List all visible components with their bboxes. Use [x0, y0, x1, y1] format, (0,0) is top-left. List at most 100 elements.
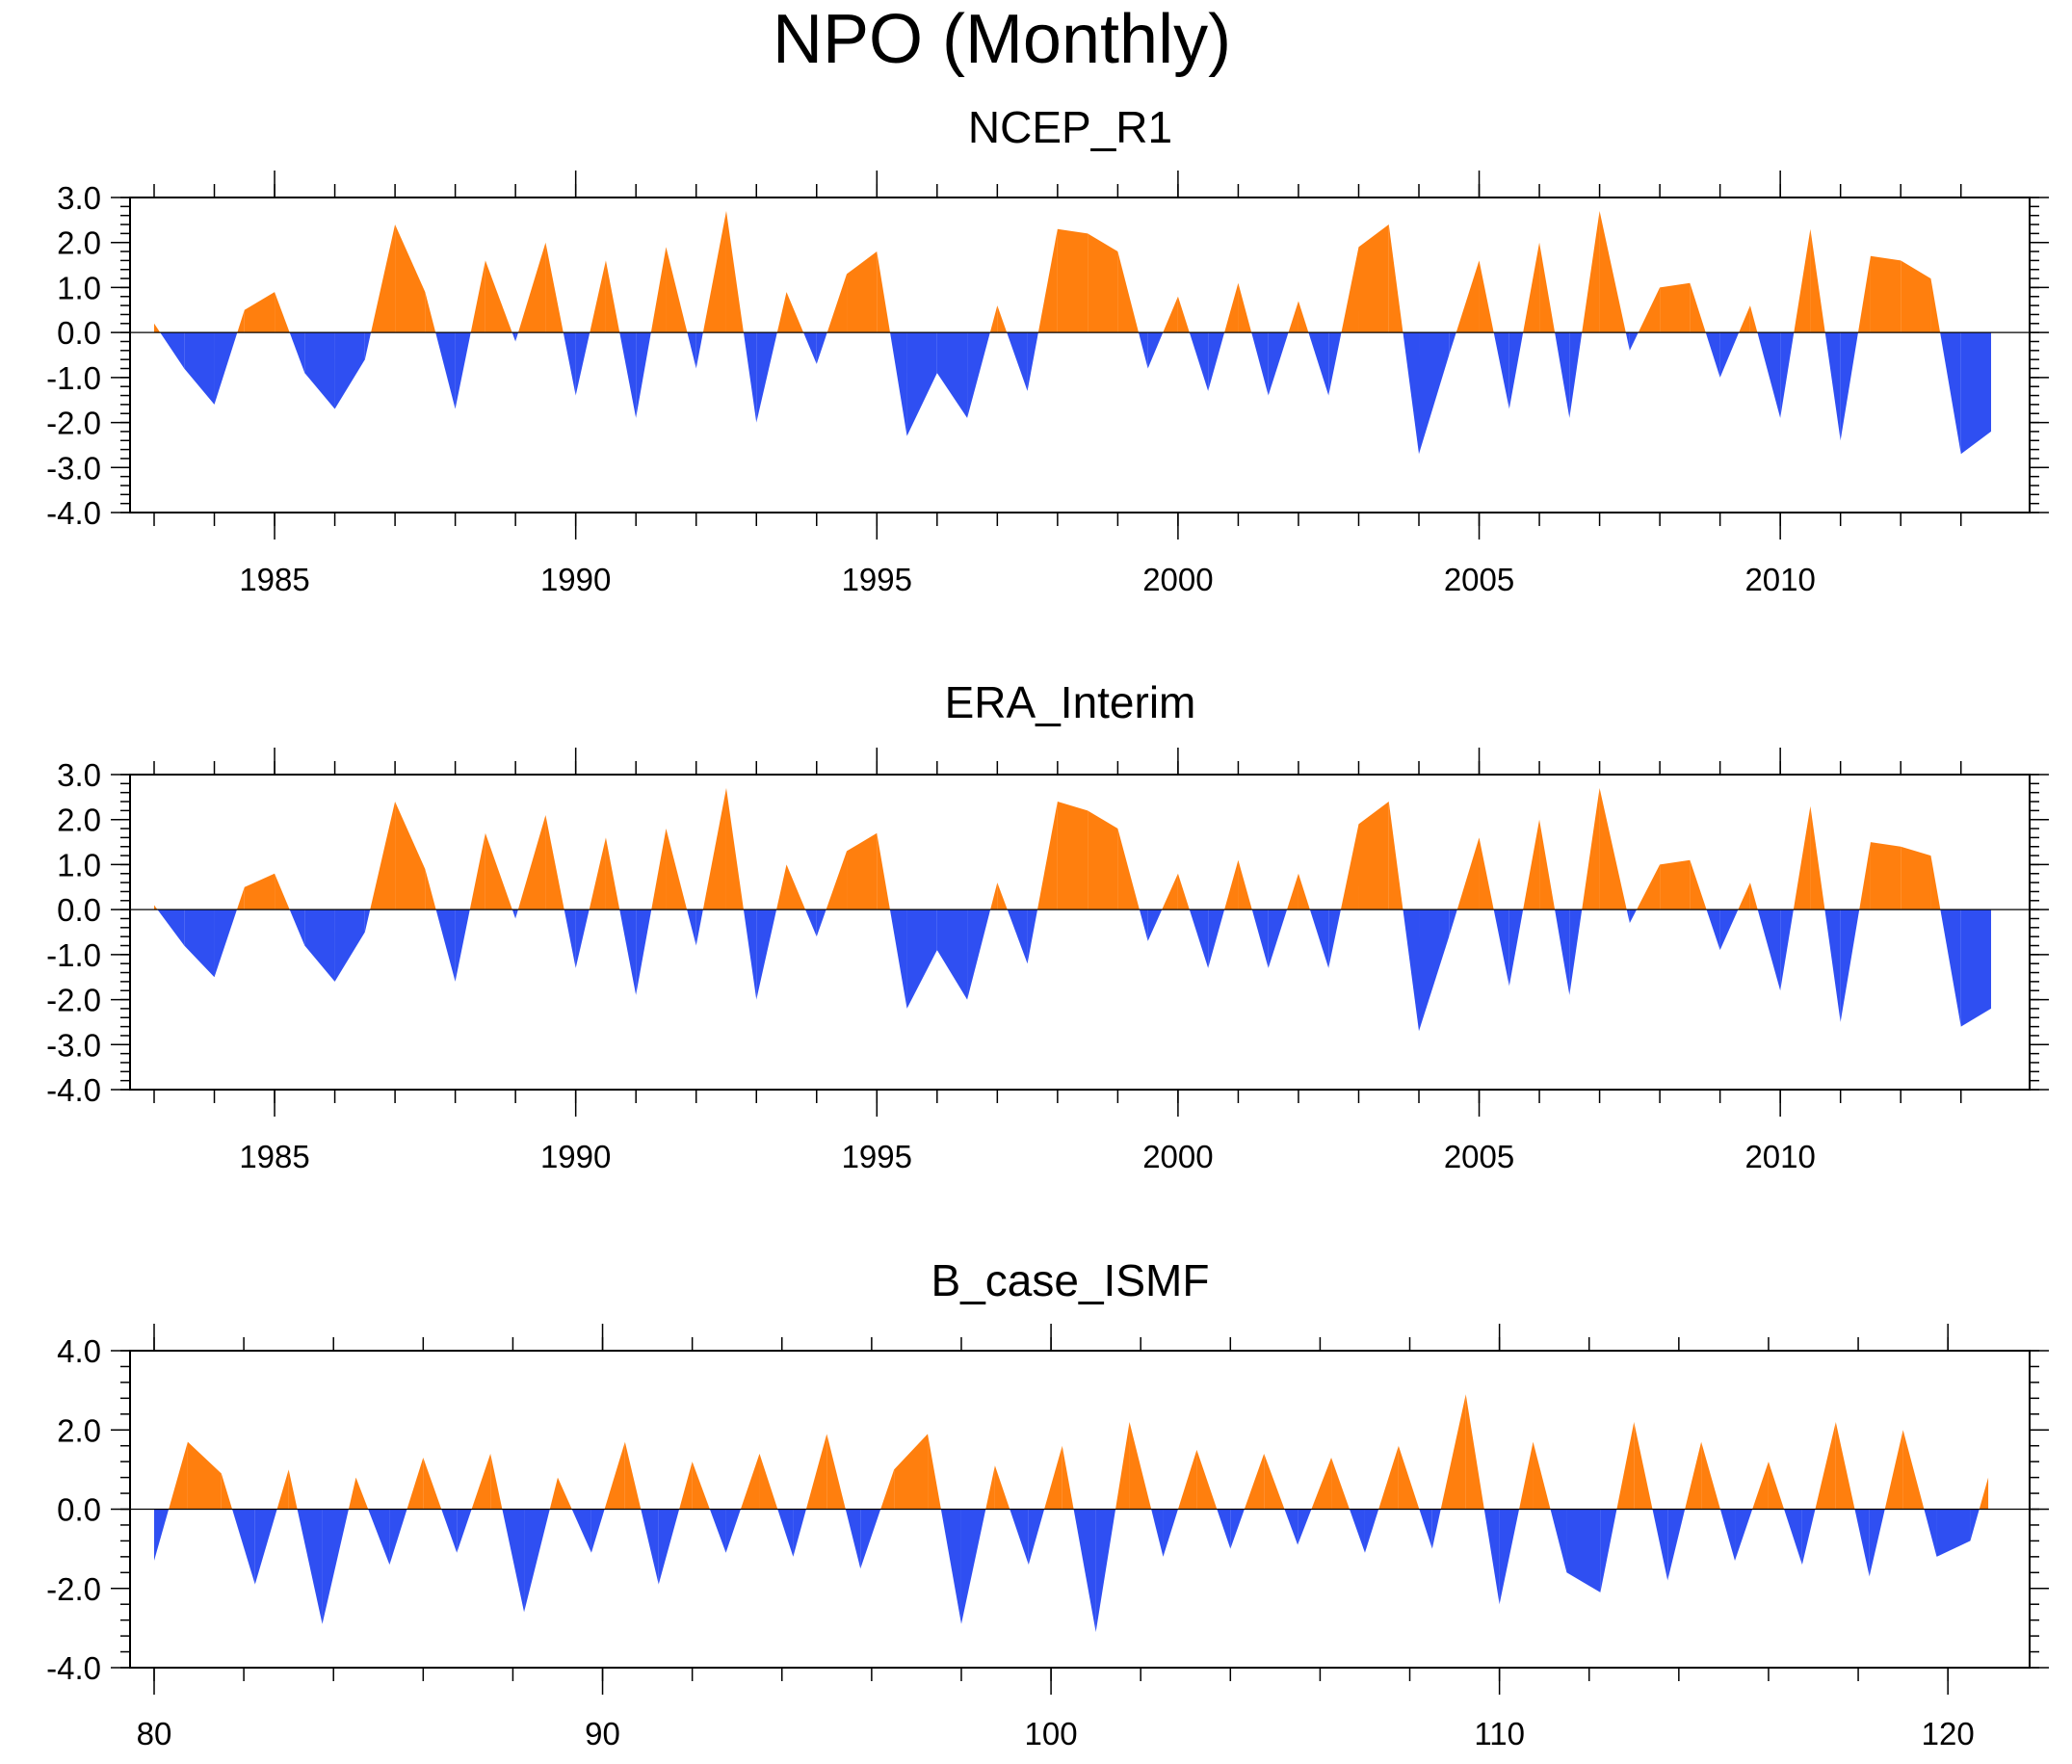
panel-2: ERA_Interim 3.0 2.0 1.0 0.0 -1.0 -2.0 -3.0 -4.0 1…: [46, 677, 2049, 1174]
y-tick-label: -3.0: [46, 450, 101, 486]
area-segment: [184, 332, 215, 405]
area-segment: [455, 332, 471, 409]
area-segment: [877, 832, 890, 910]
area-segment: [1251, 332, 1269, 396]
area-segment: [515, 909, 518, 919]
area-segment: [1930, 278, 1941, 333]
area-segment: [236, 886, 245, 910]
area-segment: [1189, 909, 1209, 968]
area-segment: [679, 1461, 693, 1510]
area-segment: [777, 1509, 794, 1557]
area-segment: [1349, 1509, 1365, 1553]
area-segment: [1062, 1445, 1074, 1510]
area-segment: [471, 1453, 491, 1510]
area-segment: [557, 1477, 572, 1510]
area-segment: [1660, 282, 1691, 333]
area-segment: [1719, 1509, 1736, 1561]
area-segment: [889, 909, 907, 1009]
area-segment: [289, 909, 305, 946]
area-segment: [490, 1453, 503, 1510]
area-segment: [470, 260, 485, 333]
area-segment: [692, 1461, 710, 1510]
area-segment: [906, 909, 937, 1009]
area-segment: [1189, 332, 1209, 391]
area-segment: [289, 332, 305, 374]
area-segment: [743, 332, 757, 423]
area-segment: [1224, 859, 1239, 910]
y-tick-label: 0.0: [57, 892, 101, 928]
area-segment: [1117, 251, 1140, 333]
area-segment: [1780, 332, 1795, 418]
x-tick-label: 1995: [842, 562, 912, 597]
area-segment: [1483, 1509, 1500, 1605]
area-segment: [658, 1509, 680, 1585]
area-segment: [786, 864, 806, 910]
area-segment: [816, 332, 827, 364]
y-tick-label: -2.0: [46, 1571, 101, 1607]
area-segment: [1088, 810, 1118, 910]
area-segment: [469, 832, 485, 910]
area-segment: [157, 909, 185, 946]
area-segment: [589, 837, 606, 910]
y-tick-label: -4.0: [46, 1072, 101, 1108]
panel-1: NCEP_R1 3.0 2.0 1.0 0.0 -1.0 -2.0 -3.0 -4.0 1985 1…: [46, 102, 2049, 597]
area-segment: [334, 909, 365, 982]
area-segment: [169, 1441, 188, 1510]
area-segment: [1508, 909, 1524, 987]
area-segment: [997, 882, 1008, 910]
y-tick-label: -4.0: [46, 1650, 101, 1686]
area-segment: [1599, 211, 1626, 333]
area-segment: [1815, 1422, 1836, 1510]
area-segment: [1569, 332, 1583, 418]
area-segment: [1217, 1509, 1231, 1549]
area-segment: [725, 788, 744, 910]
area-segment: [1358, 802, 1389, 910]
area-segment: [877, 251, 891, 333]
area-segment: [906, 332, 937, 436]
area-segment: [1117, 829, 1140, 910]
area-segment: [1901, 260, 1931, 333]
area-segment: [524, 1509, 550, 1613]
x-tick-label: 2005: [1444, 562, 1514, 597]
area-segment: [1456, 260, 1480, 333]
area-segment: [1870, 842, 1902, 910]
area-segment: [1840, 909, 1860, 1022]
area-segment: [1539, 242, 1556, 333]
area-segment: [1088, 233, 1118, 333]
area-segment: [1230, 1509, 1245, 1549]
area-segment: [605, 260, 620, 333]
area-segment: [1550, 1509, 1567, 1573]
area-segment: [545, 815, 564, 910]
area-segment: [1479, 260, 1494, 333]
area-segment: [214, 332, 238, 405]
area-segment: [994, 1465, 1010, 1510]
area-segment: [545, 242, 564, 333]
area-segment: [756, 909, 777, 1000]
area-segment: [304, 332, 335, 409]
area-segment: [1824, 332, 1841, 441]
area-segment: [395, 802, 426, 910]
area-segment: [1566, 1509, 1601, 1593]
area-segment: [1309, 909, 1329, 968]
area-segment: [880, 1469, 895, 1510]
area-segment: [1177, 1449, 1197, 1510]
area-segment: [1835, 1422, 1855, 1510]
area-segment: [1523, 819, 1540, 910]
area-segment: [1403, 332, 1420, 455]
x-tick-label: 1995: [842, 1139, 912, 1174]
area-segment: [1287, 873, 1298, 910]
area-segment: [1523, 242, 1540, 333]
area-segment: [154, 1509, 170, 1561]
area-segment: [1637, 864, 1661, 910]
x-tick-label: 1985: [239, 562, 309, 597]
area-segment: [651, 829, 667, 910]
area-segment: [154, 905, 158, 910]
area-segment: [1493, 909, 1509, 987]
area-segment: [1780, 909, 1794, 991]
area-segment: [364, 332, 372, 360]
x-tick-label: 80: [137, 1716, 172, 1751]
area-segment: [725, 211, 744, 333]
area-segment: [1073, 1509, 1096, 1632]
area-segment: [1870, 255, 1902, 333]
area-segment: [759, 1453, 778, 1510]
